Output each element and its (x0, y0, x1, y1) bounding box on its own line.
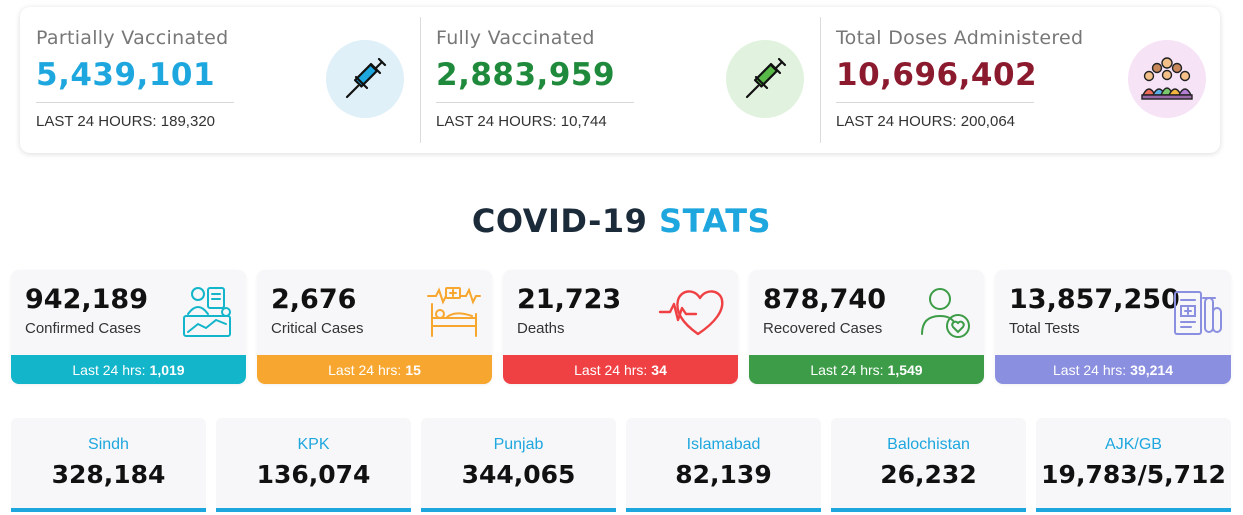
last-24-hrs-band: Last 24 hrs: 34 (503, 355, 738, 384)
band-value: 15 (405, 361, 421, 378)
province-card-ajk-gb: AJK/GB 19,783/5,712 (1036, 418, 1231, 512)
total-tests-card: 13,857,250 Total Tests Last 24 hrs: 39,2… (995, 270, 1231, 384)
band-key: Last 24 hrs: (1053, 361, 1127, 378)
stat-value: 878,740 (763, 284, 886, 315)
stat-label: Recovered Cases (763, 320, 883, 337)
vax-divider-line (436, 102, 634, 103)
province-value: 26,232 (880, 460, 977, 489)
heading-part2: STATS (659, 202, 772, 240)
vax-last-value: 200,064 (960, 113, 1016, 130)
province-name: Punjab (493, 436, 544, 453)
band-value: 39,214 (1130, 361, 1173, 378)
band-key: Last 24 hrs: (574, 361, 648, 378)
province-card-balochistan: Balochistan 26,232 (831, 418, 1026, 512)
vax-last-key: LAST 24 HOURS: (436, 113, 557, 130)
heading-part1: COVID-19 (471, 202, 648, 240)
syringe-icon (726, 40, 804, 118)
stat-value: 2,676 (271, 284, 357, 315)
vax-last-24-hours: LAST 24 HOURS: 10,744 (436, 113, 607, 130)
stat-value: 21,723 (517, 284, 622, 315)
stat-label: Deaths (517, 320, 565, 337)
province-card-punjab: Punjab 344,065 (421, 418, 616, 512)
province-value: 328,184 (51, 460, 166, 489)
province-value: 19,783/5,712 (1041, 460, 1226, 489)
vax-divider-line (36, 102, 234, 103)
recovered-person-icon (921, 288, 970, 338)
stat-label: Critical Cases (271, 320, 364, 337)
band-value: 34 (651, 361, 667, 378)
stat-value: 13,857,250 (1009, 284, 1180, 315)
province-card-sindh: Sindh 328,184 (11, 418, 206, 512)
vaccination-summary-card: Partially Vaccinated 5,439,101 LAST 24 H… (20, 7, 1220, 153)
band-key: Last 24 hrs: (328, 361, 402, 378)
province-name: KPK (297, 436, 330, 453)
vax-last-value: 189,320 (160, 113, 216, 130)
covid-stats-heading: COVID-19 STATS (0, 202, 1243, 240)
province-name: Sindh (88, 436, 129, 453)
vax-value: 10,696,402 (836, 57, 1038, 93)
band-key: Last 24 hrs: (810, 361, 884, 378)
deaths-card: 21,723 Deaths Last 24 hrs: 34 (503, 270, 738, 384)
last-24-hrs-band: Last 24 hrs: 15 (257, 355, 492, 384)
vax-value: 5,439,101 (36, 57, 216, 93)
vax-divider-line (836, 102, 1034, 103)
partially-vaccinated-panel: Partially Vaccinated 5,439,101 LAST 24 H… (36, 7, 420, 153)
recovered-cases-card: 878,740 Recovered Cases Last 24 hrs: 1,5… (749, 270, 984, 384)
province-name: AJK/GB (1105, 436, 1162, 453)
test-tubes-icon (1174, 291, 1222, 335)
confirmed-cases-icon (183, 287, 231, 337)
column-divider (420, 17, 421, 143)
critical-cases-card: 2,676 Critical Cases Last 24 hrs: 15 (257, 270, 492, 384)
last-24-hrs-band: Last 24 hrs: 1,019 (11, 355, 246, 384)
fully-vaccinated-panel: Fully Vaccinated 2,883,959 LAST 24 HOURS… (436, 7, 820, 153)
vax-last-value: 10,744 (560, 113, 607, 130)
province-value: 344,065 (461, 460, 576, 489)
vax-label: Fully Vaccinated (436, 27, 595, 49)
vax-label: Partially Vaccinated (36, 27, 229, 49)
confirmed-cases-card: 942,189 Confirmed Cases Last 24 hrs: 1,0… (11, 270, 246, 384)
stat-label: Confirmed Cases (25, 320, 141, 337)
column-divider (820, 17, 821, 143)
province-card-islamabad: Islamabad 82,139 (626, 418, 821, 512)
province-value: 82,139 (675, 460, 772, 489)
band-key: Last 24 hrs: (72, 361, 146, 378)
vax-last-24-hours: LAST 24 HOURS: 189,320 (36, 113, 215, 130)
vax-value: 2,883,959 (436, 57, 616, 93)
stat-label: Total Tests (1009, 320, 1080, 337)
crowd-icon (1128, 40, 1206, 118)
band-value: 1,019 (149, 361, 185, 378)
heartbeat-icon (658, 290, 724, 336)
last-24-hrs-band: Last 24 hrs: 1,549 (749, 355, 984, 384)
province-name: Islamabad (686, 436, 761, 453)
band-value: 1,549 (887, 361, 923, 378)
vax-last-key: LAST 24 HOURS: (36, 113, 157, 130)
vax-label: Total Doses Administered (836, 27, 1084, 49)
last-24-hrs-band: Last 24 hrs: 39,214 (995, 355, 1231, 384)
province-value: 136,074 (256, 460, 371, 489)
vax-last-key: LAST 24 HOURS: (836, 113, 957, 130)
total-doses-panel: Total Doses Administered 10,696,402 LAST… (836, 7, 1220, 153)
vax-last-24-hours: LAST 24 HOURS: 200,064 (836, 113, 1015, 130)
province-name: Balochistan (887, 436, 970, 453)
province-card-kpk: KPK 136,074 (216, 418, 411, 512)
hospital-bed-icon (427, 287, 481, 337)
stat-value: 942,189 (25, 284, 148, 315)
syringe-icon (326, 40, 404, 118)
